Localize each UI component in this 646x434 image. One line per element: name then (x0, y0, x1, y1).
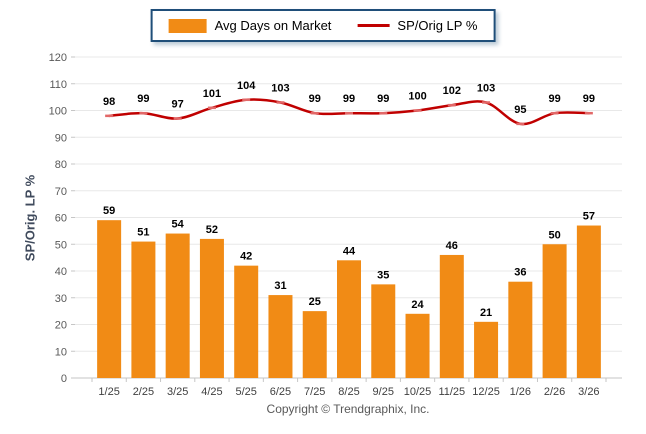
bar-value-label: 42 (240, 251, 252, 263)
bar (474, 321, 499, 378)
bar (97, 220, 122, 378)
bar-value-label: 51 (137, 227, 149, 239)
bar-series (97, 220, 601, 378)
legend-item-line: SP/Orig LP % (357, 18, 477, 33)
x-tick-label: 3/26 (578, 386, 599, 398)
bar (165, 233, 190, 378)
x-tick-label: 6/25 (270, 386, 291, 398)
y-tick-label: 40 (55, 266, 67, 278)
line-value-label: 99 (343, 93, 355, 105)
y-tick-label: 100 (49, 106, 67, 118)
line-value-label: 99 (548, 93, 560, 105)
y-tick-label: 10 (55, 346, 67, 358)
bar (268, 295, 293, 378)
bar (405, 313, 430, 378)
line-value-label: 100 (408, 91, 426, 103)
line-value-label: 103 (477, 82, 495, 94)
legend-line-label: SP/Orig LP % (397, 18, 478, 33)
bar-value-label: 36 (514, 267, 526, 279)
line-value-label: 99 (583, 93, 595, 105)
y-tick-label: 120 (49, 52, 67, 64)
line-value-label: 99 (309, 93, 321, 105)
x-tick-label: 2/25 (133, 386, 154, 398)
bar (337, 260, 361, 378)
axis-ticks (71, 56, 607, 382)
y-tick-label: 110 (49, 79, 67, 91)
y-tick-label: 60 (55, 213, 67, 225)
y-tick-label: 70 (55, 186, 67, 198)
bar-value-label: 46 (446, 240, 458, 252)
bar-value-label: 21 (480, 307, 492, 319)
bar-value-label: 52 (206, 224, 218, 236)
legend: Avg Days on Market SP/Orig LP % (150, 9, 496, 42)
bar-swatch (168, 18, 207, 33)
line-series (105, 98, 593, 126)
bar-value-label: 25 (309, 296, 321, 308)
bar (131, 241, 156, 378)
y-tick-label: 80 (55, 159, 67, 171)
bar-value-label: 31 (274, 280, 286, 292)
y-tick-label: 0 (61, 373, 67, 385)
bar (439, 254, 464, 378)
bar-value-label: 59 (103, 205, 115, 217)
legend-item-bar: Avg Days on Market (168, 18, 332, 33)
bar (199, 238, 224, 378)
line-value-label: 97 (172, 99, 184, 111)
x-tick-label: 10/25 (404, 386, 432, 398)
bar-value-label: 54 (172, 219, 185, 231)
line-value-label: 104 (237, 80, 256, 92)
y-tick-label: 50 (55, 239, 67, 251)
bar (302, 311, 327, 378)
y-tick-label: 30 (55, 293, 67, 305)
x-tick-label: 7/25 (304, 386, 325, 398)
x-tick-label: 12/25 (472, 386, 500, 398)
line-swatch (357, 24, 390, 27)
bar-value-label: 44 (343, 245, 356, 257)
bar-value-label: 50 (548, 229, 560, 241)
bar-value-label: 57 (583, 211, 595, 223)
line-value-label: 102 (443, 85, 461, 97)
y-tick-label: 90 (55, 132, 67, 144)
legend-bar-label: Avg Days on Market (214, 18, 332, 33)
x-tick-label: 2/26 (544, 386, 565, 398)
x-tick-label: 4/25 (201, 386, 222, 398)
line-value-label: 101 (203, 88, 221, 100)
x-tick-label: 1/26 (510, 386, 531, 398)
bar-value-label: 24 (411, 299, 424, 311)
labels: 0 10 20 30 40 50 60 70 80 90 100 110 120 59 1/25 51 2/25… (49, 52, 600, 398)
x-tick-label: 8/25 (338, 386, 359, 398)
bar (371, 284, 396, 378)
x-tick-label: 11/25 (438, 386, 465, 398)
line-value-label: 103 (271, 82, 289, 94)
bar (542, 244, 567, 378)
line-value-label: 99 (377, 93, 389, 105)
line-value-label: 99 (137, 93, 149, 105)
bar-value-label: 35 (377, 269, 389, 281)
bar (234, 265, 259, 378)
bar (508, 281, 533, 378)
y-tick-label: 20 (55, 320, 67, 332)
x-tick-label: 3/25 (167, 386, 188, 398)
x-tick-label: 5/25 (235, 386, 256, 398)
bar (576, 225, 601, 378)
footer-copyright: Copyright © Trendgraphix, Inc. (266, 402, 430, 416)
x-tick-label: 9/25 (373, 386, 394, 398)
line-value-label: 98 (103, 96, 115, 108)
line-value-label: 95 (514, 104, 526, 116)
x-tick-label: 1/25 (98, 386, 119, 398)
